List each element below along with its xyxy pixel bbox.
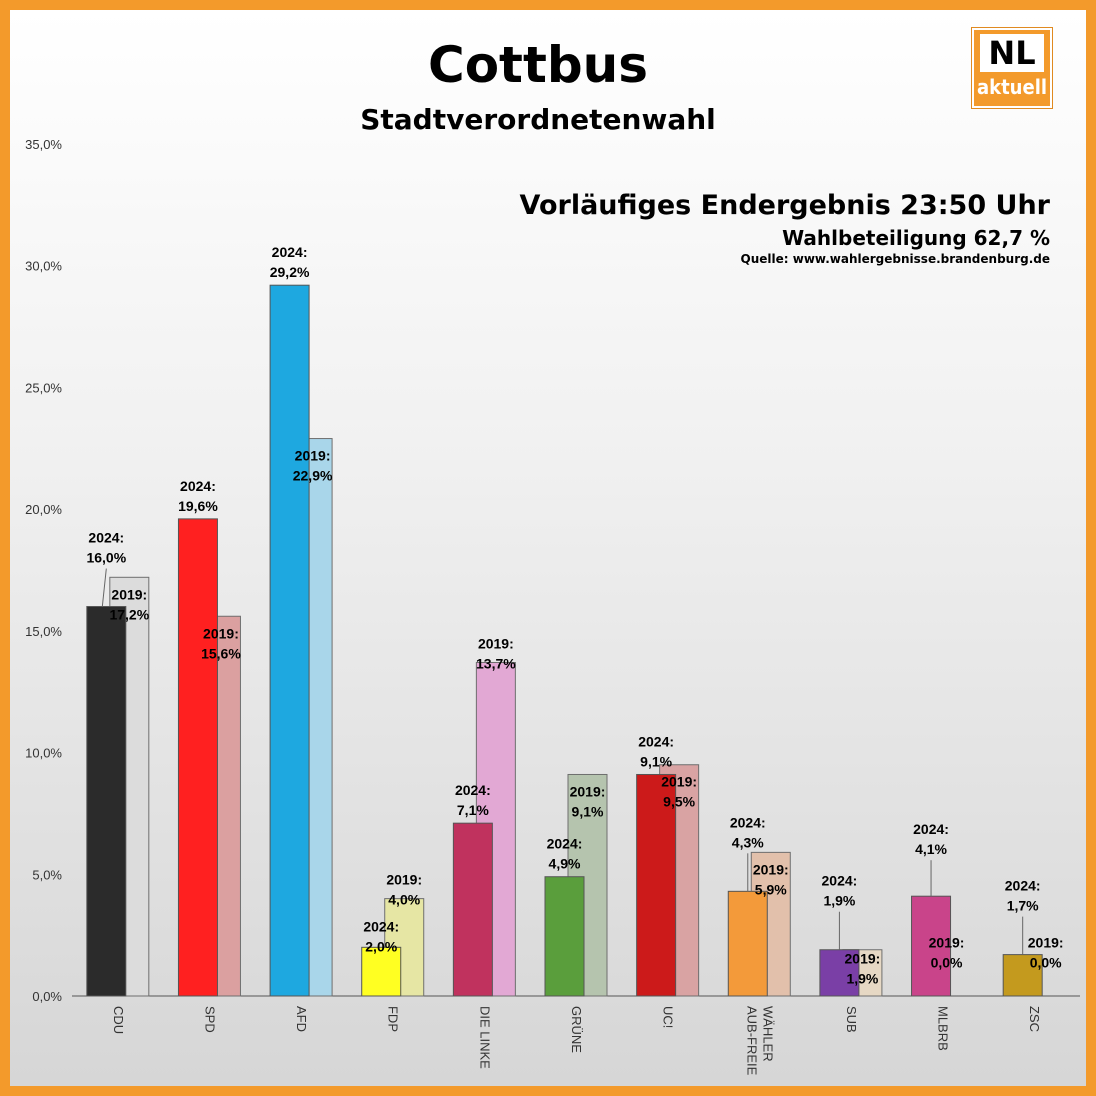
data-label-2019-prefix: 2019: — [203, 625, 239, 641]
data-label-2024-value: 4,3% — [732, 834, 764, 850]
data-label-2024-value: 29,2% — [270, 264, 310, 280]
data-label-2019-prefix: 2019: — [478, 636, 514, 652]
data-label-2019-prefix: 2019: — [386, 872, 422, 888]
bar-2024 — [1002, 954, 1043, 997]
y-tick-label: 0,0% — [32, 989, 62, 1004]
data-label-2024-prefix: 2024: — [638, 733, 674, 749]
data-label-2024-value: 1,7% — [1007, 898, 1039, 914]
data-label-2019-value: 9,1% — [572, 803, 604, 819]
x-tick-label: ZSC — [1027, 1006, 1042, 1032]
data-label-2019-value: 0,0% — [931, 955, 963, 971]
bar-2024 — [819, 949, 860, 997]
x-tick-label: FDP — [386, 1006, 401, 1032]
bar-2024 — [269, 284, 310, 997]
data-label-2024-value: 9,1% — [640, 753, 672, 769]
bar-2024 — [177, 518, 218, 997]
bar-2024 — [727, 890, 768, 997]
data-label-2019-value: 17,2% — [109, 606, 149, 622]
bar-2024 — [636, 773, 677, 997]
data-label-2024-prefix: 2024: — [272, 244, 308, 260]
y-tick-label: 5,0% — [32, 867, 62, 882]
logo-nl-text: NL — [980, 34, 1044, 72]
data-label-2019-prefix: 2019: — [929, 935, 965, 951]
data-label-2024-prefix: 2024: — [363, 918, 399, 934]
x-tick-label: SPD — [202, 1006, 217, 1033]
x-tick-label: AFD — [294, 1006, 309, 1032]
data-label-2019-prefix: 2019: — [845, 951, 881, 967]
bar-2024 — [86, 606, 127, 997]
x-tick-label: UC! — [661, 1006, 676, 1028]
data-label-2019-prefix: 2019: — [661, 774, 697, 790]
y-tick-label: 10,0% — [25, 746, 62, 761]
data-label-2024-prefix: 2024: — [913, 821, 949, 837]
data-label-2019-prefix: 2019: — [295, 448, 331, 464]
data-label-2019-prefix: 2019: — [753, 861, 789, 877]
data-label-2024-prefix: 2024: — [1005, 878, 1041, 894]
chart-subtitle: Stadtverordnetenwahl — [360, 103, 716, 136]
x-tick-label: CDU — [111, 1006, 126, 1034]
x-tick-label: MLBRB — [936, 1006, 951, 1051]
y-tick-label: 30,0% — [25, 259, 62, 274]
data-label-2024-value: 4,1% — [915, 841, 947, 857]
data-label-2024-value: 16,0% — [86, 550, 126, 566]
data-label-2019-value: 15,6% — [201, 645, 241, 661]
bar-2024 — [911, 895, 952, 997]
y-tick-label: 20,0% — [25, 502, 62, 517]
data-label-2024-prefix: 2024: — [455, 782, 491, 798]
data-label-2024-prefix: 2024: — [547, 836, 583, 852]
data-label-2024-prefix: 2024: — [730, 814, 766, 830]
data-label-2019-value: 1,9% — [846, 971, 878, 987]
bar-2024 — [361, 946, 402, 997]
data-label-2024-value: 7,1% — [457, 802, 489, 818]
result-status: Vorläufiges Endergebnis 23:50 Uhr — [519, 190, 1050, 221]
bar-2024 — [544, 876, 585, 997]
data-label-2024-value: 2,0% — [365, 938, 397, 954]
x-tick-label: WÄHLER — [760, 1006, 775, 1062]
bar-2024 — [452, 822, 493, 997]
data-label-2019-value: 0,0% — [1030, 955, 1062, 971]
source-note: Quelle: www.wahlergebnisse.brandenburg.d… — [740, 252, 1050, 266]
data-label-2024-prefix: 2024: — [180, 478, 216, 494]
data-label-2019-prefix: 2019: — [1028, 935, 1064, 951]
x-tick-label: DIE LINKE — [477, 1006, 492, 1069]
data-label-2019-value: 13,7% — [476, 656, 516, 672]
x-tick-label: SUB — [844, 1006, 859, 1033]
label-leader-line — [101, 568, 107, 607]
data-label-2019-value: 22,9% — [293, 468, 333, 484]
y-tick-label: 25,0% — [25, 380, 62, 395]
y-tick-label: 15,0% — [25, 624, 62, 639]
y-tick-label: 35,0% — [25, 137, 62, 152]
logo-aktuell-text: aktuell — [976, 75, 1048, 99]
data-label-2019-value: 5,9% — [755, 881, 787, 897]
turnout: Wahlbeteiligung 62,7 % — [782, 226, 1050, 250]
data-label-2024-value: 1,9% — [823, 893, 855, 909]
data-label-2019-value: 4,0% — [388, 892, 420, 908]
nl-aktuell-logo: NL aktuell — [972, 28, 1052, 108]
data-label-2024-prefix: 2024: — [88, 530, 124, 546]
x-tick-label: GRÜNE — [569, 1006, 584, 1053]
x-tick-label: AUB-FREIE — [744, 1006, 759, 1076]
data-label-2019-value: 9,5% — [663, 794, 695, 810]
data-label-2024-prefix: 2024: — [822, 873, 858, 889]
data-label-2019-prefix: 2019: — [111, 586, 147, 602]
data-label-2024-value: 19,6% — [178, 498, 218, 514]
data-label-2019-prefix: 2019: — [570, 783, 606, 799]
chart-title: Cottbus — [428, 36, 648, 94]
data-label-2024-value: 4,9% — [549, 856, 581, 872]
